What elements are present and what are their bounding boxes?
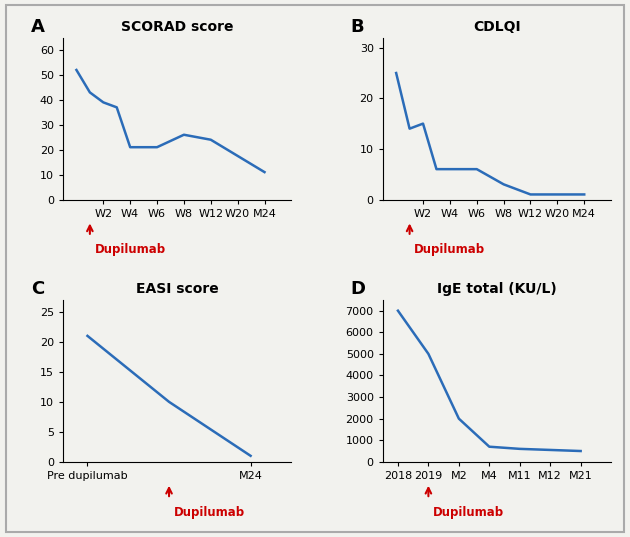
Text: Dupilumab: Dupilumab — [414, 243, 485, 256]
Text: Dupilumab: Dupilumab — [174, 505, 244, 519]
Text: A: A — [31, 18, 45, 36]
Text: D: D — [351, 280, 366, 299]
Title: CDLQI: CDLQI — [473, 20, 521, 34]
Text: C: C — [31, 280, 44, 299]
Text: Dupilumab: Dupilumab — [94, 243, 166, 256]
Text: B: B — [351, 18, 364, 36]
Title: SCORAD score: SCORAD score — [121, 20, 234, 34]
Title: EASI score: EASI score — [136, 282, 219, 296]
Text: Dupilumab: Dupilumab — [433, 505, 504, 519]
Title: IgE total (KU/L): IgE total (KU/L) — [437, 282, 557, 296]
